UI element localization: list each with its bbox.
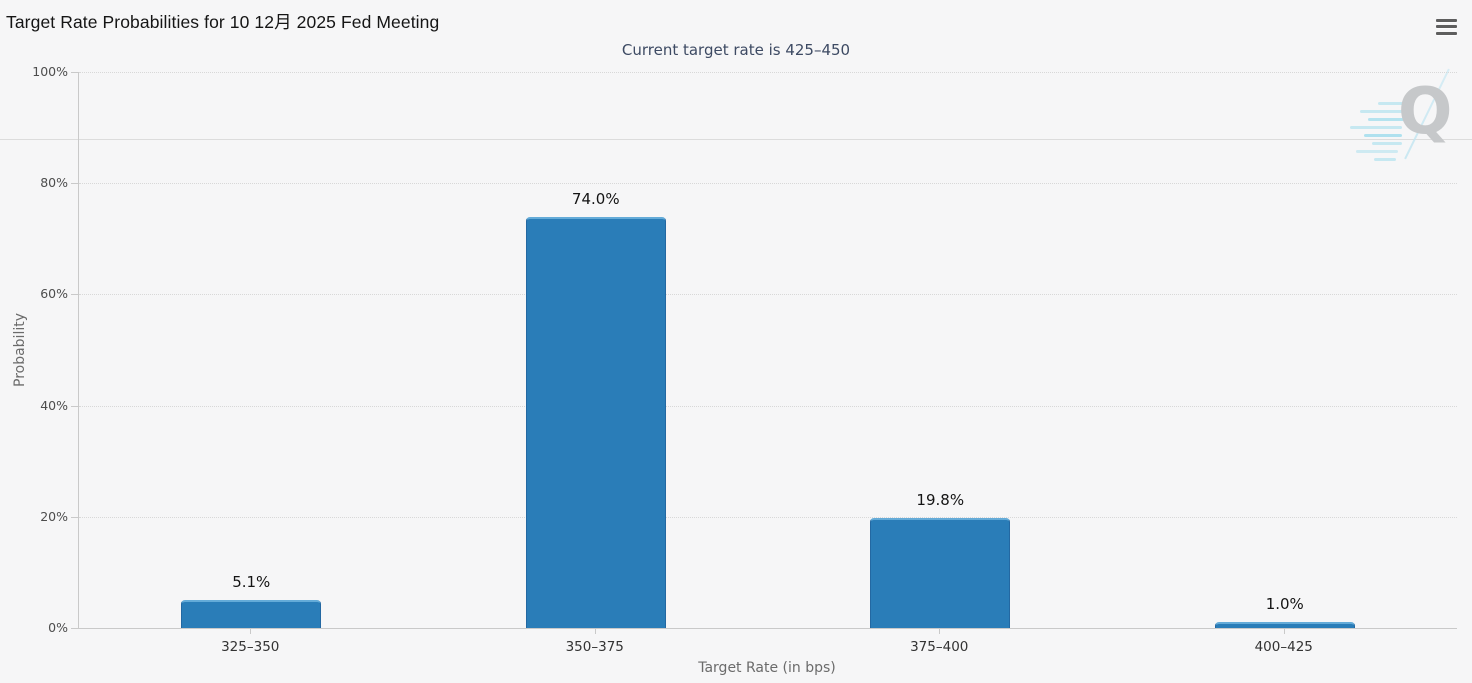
y-axis-tick (71, 183, 78, 185)
y-gridline (79, 516, 1457, 518)
chart-context-menu-button[interactable] (1432, 13, 1460, 39)
x-category-label: 350–375 (565, 639, 624, 655)
y-axis-label: 80% (40, 175, 68, 191)
bar-data-label: 74.0% (571, 189, 620, 208)
hamburger-menu-icon (1434, 18, 1458, 35)
y-axis-tick (71, 628, 78, 629)
y-axis-label: 0% (48, 620, 68, 635)
chart-title: Target Rate Probabilities for 10 12月 202… (6, 12, 440, 32)
chart-subtitle: Current target rate is 425–450 (621, 41, 851, 59)
x-category-label: 400–425 (1254, 639, 1313, 655)
q-logo-watermark: Q (1338, 68, 1466, 183)
q-logo-letter: Q (1398, 75, 1453, 149)
y-axis-label: 100% (32, 64, 68, 79)
x-axis-tick (939, 629, 941, 634)
y-axis-tick (71, 516, 78, 518)
y-axis-tick (71, 72, 78, 73)
column-bar[interactable] (870, 517, 1011, 628)
y-gridline (79, 405, 1457, 407)
x-axis-tick (594, 629, 596, 634)
y-axis-label: 40% (40, 397, 68, 413)
bar-data-label: 19.8% (916, 490, 965, 509)
x-category-label: 325–350 (221, 639, 280, 655)
horizontal-divider-line (0, 139, 1472, 140)
y-axis-label: 20% (40, 508, 68, 524)
column-bar[interactable] (181, 599, 322, 628)
plot-area: 5.1% 74.0% 19.8% 1.0% (78, 72, 1457, 629)
x-axis-tick (1283, 629, 1285, 634)
y-axis-label: 60% (40, 286, 68, 302)
y-gridline (79, 72, 1457, 73)
y-axis-tick (71, 294, 78, 296)
x-axis-title: Target Rate (in bps) (698, 660, 836, 676)
y-axis-tick (71, 405, 78, 407)
y-gridline (79, 294, 1457, 296)
x-category-label: 375–400 (910, 639, 969, 655)
column-bar[interactable] (1214, 622, 1355, 628)
column-bar[interactable] (525, 216, 666, 628)
y-gridline (79, 183, 1457, 185)
bar-data-label: 1.0% (1265, 595, 1304, 614)
y-axis-title: Probability (12, 312, 28, 388)
x-axis-tick (250, 629, 252, 634)
bar-data-label: 5.1% (232, 572, 271, 591)
